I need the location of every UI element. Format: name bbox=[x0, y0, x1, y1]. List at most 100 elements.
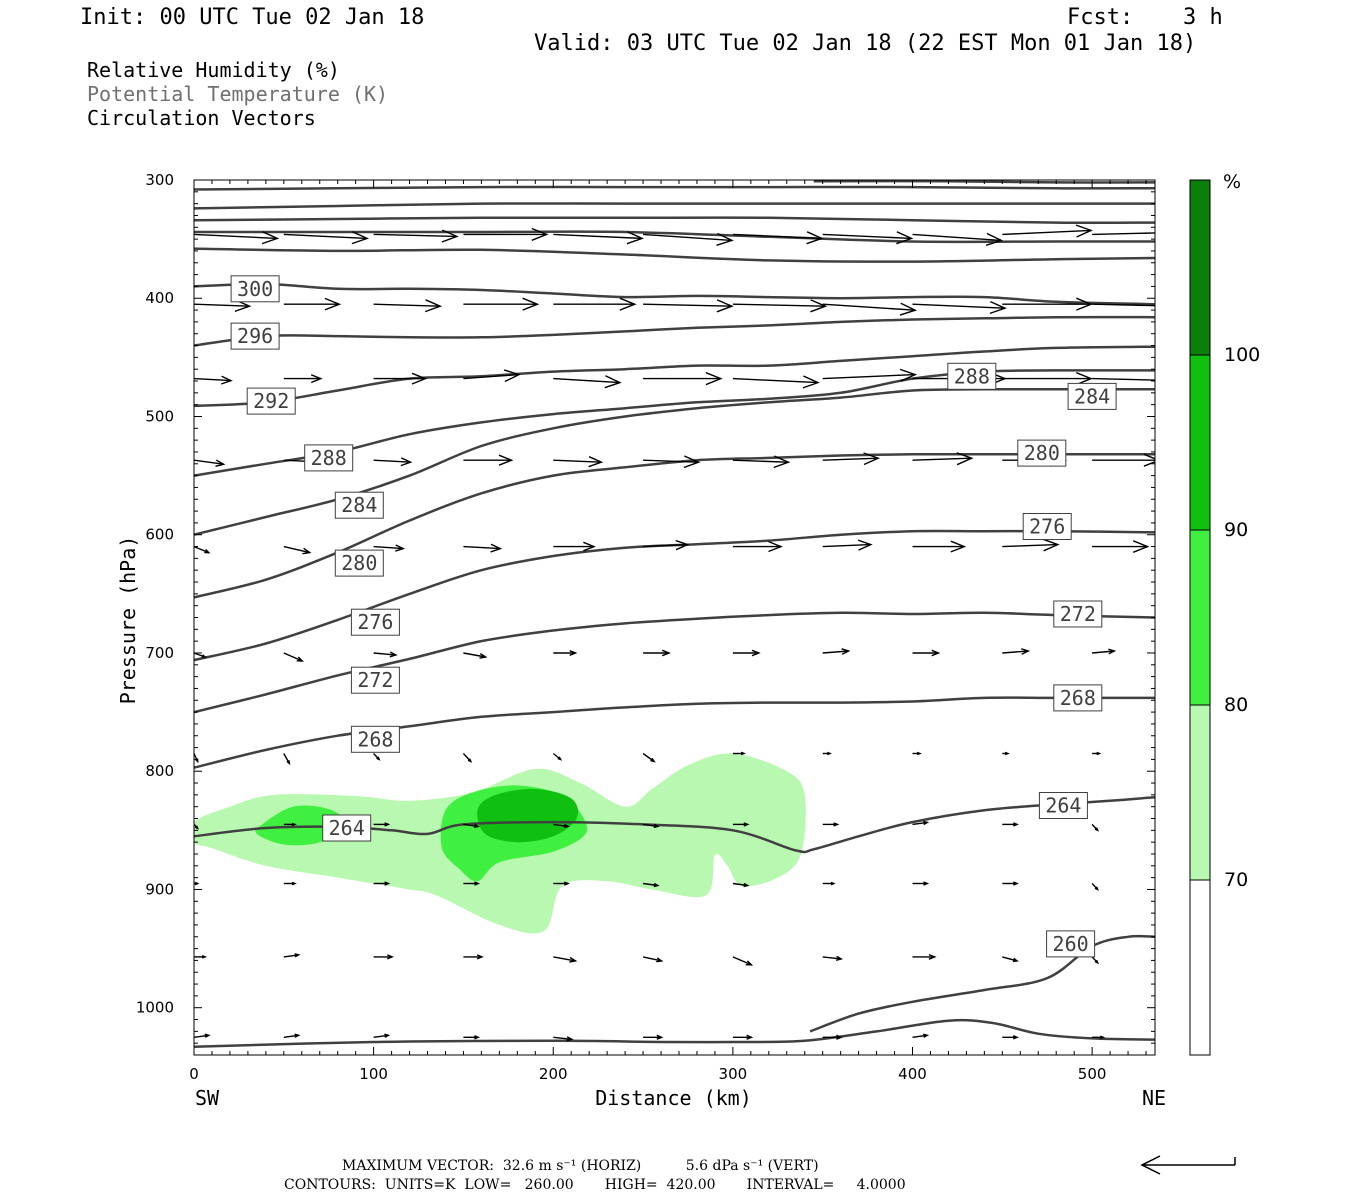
circulation-vector bbox=[1091, 883, 1099, 891]
vector-shaft bbox=[194, 652, 206, 658]
vector-head bbox=[683, 455, 701, 469]
colorbar: 70 80 90 100% bbox=[1189, 171, 1260, 1056]
circulation-vector bbox=[912, 751, 922, 756]
vector-head bbox=[619, 297, 637, 311]
vector-head bbox=[194, 881, 200, 886]
circulation-vector bbox=[373, 651, 398, 658]
circulation-vector bbox=[912, 953, 937, 960]
circulation-vector bbox=[463, 454, 514, 466]
vector-head bbox=[833, 822, 840, 827]
colorbar-tick-label: 80 bbox=[1224, 694, 1248, 716]
contour-label-288: 288 bbox=[304, 444, 354, 472]
vector-head bbox=[563, 823, 571, 829]
legend-relative-humidity: Relative Humidity (%) bbox=[87, 58, 340, 82]
vector-head bbox=[479, 653, 488, 659]
circulation-vector bbox=[462, 753, 473, 763]
contour-label-box bbox=[334, 549, 384, 577]
vector-shaft bbox=[463, 545, 501, 550]
circulation-vector bbox=[463, 881, 481, 886]
theta-contour-280 bbox=[194, 452, 1155, 599]
vector-head bbox=[656, 957, 664, 963]
vector-head bbox=[261, 231, 280, 245]
x-tick-label: 0 bbox=[189, 1065, 199, 1083]
vector-head bbox=[1094, 886, 1099, 891]
circulation-vector bbox=[283, 374, 323, 384]
vector-head bbox=[395, 544, 406, 552]
vector-head bbox=[569, 956, 578, 963]
forecast-label: Fcst: bbox=[1067, 5, 1134, 30]
circulation-vector bbox=[194, 753, 199, 764]
vector-head bbox=[1096, 751, 1102, 756]
circulation-vector bbox=[194, 545, 211, 554]
circulation-vector bbox=[194, 881, 200, 886]
circulation-vector bbox=[463, 823, 481, 829]
circulation-vector bbox=[283, 753, 291, 766]
vector-shaft bbox=[643, 459, 699, 463]
x-tick-label: 400 bbox=[898, 1065, 927, 1083]
y-tick-label: 1000 bbox=[136, 999, 174, 1017]
vector-head bbox=[467, 758, 473, 763]
theta-contour bbox=[194, 202, 1155, 210]
vector-shaft bbox=[643, 303, 732, 307]
circulation-vector bbox=[822, 881, 836, 886]
x-tick-label: 100 bbox=[359, 1065, 388, 1083]
vector-head bbox=[841, 648, 851, 655]
circulation-vector bbox=[822, 231, 914, 245]
vector-head bbox=[201, 654, 207, 658]
vector-shaft bbox=[1002, 543, 1058, 548]
vector-shaft bbox=[463, 652, 486, 658]
contour-label-292: 292 bbox=[246, 387, 296, 415]
circulation-vector bbox=[463, 297, 540, 311]
circulation-vector bbox=[373, 544, 406, 552]
circulation-vector bbox=[1092, 751, 1102, 756]
circulation-vector bbox=[283, 297, 342, 311]
vector-shaft bbox=[194, 459, 224, 465]
vector-head bbox=[604, 375, 622, 389]
circulation-vector bbox=[732, 822, 750, 827]
circulation-vector bbox=[1092, 377, 1155, 381]
vector-shaft bbox=[1002, 956, 1018, 962]
circulation-vector bbox=[643, 232, 734, 246]
vector-head bbox=[389, 651, 398, 658]
vector-head bbox=[830, 881, 836, 886]
vector-head bbox=[294, 953, 301, 958]
axes-layer: 300 400 500 600 700 800 900 1000 0 100 200 300 400 50… bbox=[116, 171, 1166, 1110]
vector-shaft bbox=[283, 753, 291, 764]
vector-head bbox=[899, 302, 918, 316]
contour-label-text: 264 bbox=[329, 816, 365, 840]
contour-label-box bbox=[1053, 600, 1103, 628]
vector-head bbox=[1076, 372, 1093, 386]
circulation-vector bbox=[642, 752, 656, 763]
theta-contour-296 bbox=[194, 315, 1155, 347]
y-axis-label: Pressure (hPa) bbox=[116, 536, 140, 705]
circulation-vector bbox=[553, 1036, 574, 1042]
vector-shaft bbox=[373, 652, 396, 656]
circulation-vector bbox=[643, 372, 723, 386]
circulation-vector bbox=[283, 652, 305, 662]
contour-label-text: 288 bbox=[311, 446, 347, 470]
vector-shaft bbox=[912, 303, 1006, 309]
vector-shaft bbox=[912, 457, 972, 461]
vector-shaft bbox=[643, 233, 732, 242]
vector-head bbox=[291, 822, 297, 827]
circulation-vector bbox=[283, 545, 312, 555]
theta-contour bbox=[194, 247, 1155, 263]
vector-head bbox=[923, 881, 930, 886]
circulation-vector bbox=[194, 955, 207, 959]
vector-head bbox=[310, 374, 323, 384]
vector-head bbox=[653, 823, 660, 829]
vector-shaft bbox=[373, 459, 411, 463]
vector-head bbox=[384, 822, 391, 827]
circulation-vector bbox=[283, 1033, 301, 1038]
vector-shaft bbox=[732, 882, 748, 887]
circulation-vector bbox=[1092, 540, 1150, 553]
contour-label-296: 296 bbox=[230, 322, 280, 350]
circulation-vector bbox=[553, 456, 604, 468]
circulation-vector bbox=[822, 302, 918, 316]
circulation-vector bbox=[194, 231, 280, 245]
circulation-vector bbox=[822, 751, 833, 756]
colorbar-tick-label: 90 bbox=[1224, 519, 1248, 541]
vector-shaft bbox=[732, 303, 826, 307]
contour-label-text: 280 bbox=[341, 551, 377, 575]
circulation-vector bbox=[373, 753, 381, 761]
